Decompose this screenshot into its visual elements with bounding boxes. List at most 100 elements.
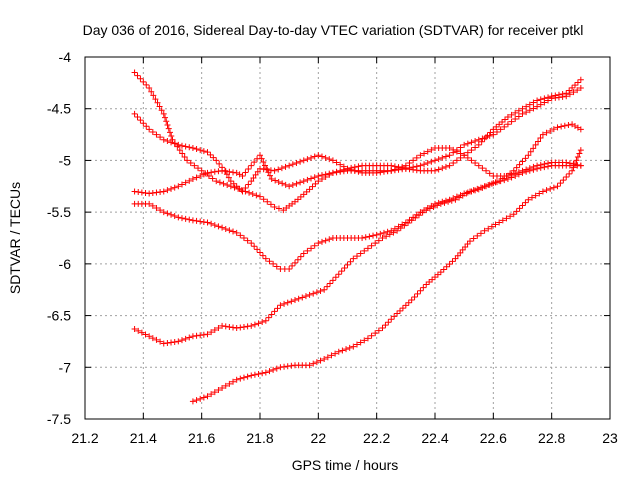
data-point xyxy=(175,338,182,345)
data-point xyxy=(204,331,211,338)
data-point xyxy=(388,167,395,174)
data-point xyxy=(532,141,539,148)
data-point xyxy=(543,187,550,194)
data-point xyxy=(262,162,268,169)
data-point xyxy=(504,176,511,183)
data-point xyxy=(504,113,511,120)
data-point xyxy=(536,190,543,197)
data-point xyxy=(577,147,584,154)
data-point xyxy=(566,91,573,98)
data-point xyxy=(260,196,267,203)
data-point xyxy=(576,150,583,157)
data-point xyxy=(470,187,477,194)
data-point xyxy=(326,170,333,177)
data-point xyxy=(333,159,340,166)
data-point xyxy=(519,158,526,165)
data-point xyxy=(168,185,175,192)
data-point xyxy=(178,181,185,188)
data-point xyxy=(258,155,265,162)
data-point xyxy=(309,183,316,190)
data-point xyxy=(326,156,333,163)
y-tick-label: -5.5 xyxy=(47,204,71,220)
data-point xyxy=(547,127,554,134)
data-point xyxy=(318,153,325,160)
data-point xyxy=(435,166,442,173)
data-point xyxy=(413,163,420,170)
data-point xyxy=(295,295,302,302)
data-point xyxy=(513,164,520,171)
data-point xyxy=(293,160,300,167)
data-point xyxy=(375,327,382,334)
data-point xyxy=(158,107,165,114)
data-point xyxy=(160,340,167,347)
data-point xyxy=(439,154,446,161)
data-point xyxy=(492,179,499,186)
data-point xyxy=(372,330,379,337)
data-point xyxy=(485,225,492,232)
data-point xyxy=(236,185,243,192)
data-point xyxy=(294,256,301,263)
data-point xyxy=(146,200,153,207)
data-point xyxy=(165,125,172,132)
data-point xyxy=(490,131,497,138)
data-point xyxy=(187,160,194,167)
data-point xyxy=(383,233,390,240)
data-point xyxy=(402,302,409,309)
data-point xyxy=(486,132,493,139)
data-point xyxy=(143,81,150,88)
data-point xyxy=(250,175,257,182)
data-point xyxy=(440,266,447,273)
data-point xyxy=(273,263,280,270)
data-point xyxy=(204,169,211,176)
data-point xyxy=(523,103,530,110)
data-point xyxy=(519,105,526,112)
data-point xyxy=(318,238,325,245)
data-point xyxy=(539,131,546,138)
data-point xyxy=(503,215,510,222)
data-point xyxy=(350,255,357,262)
data-point xyxy=(251,321,258,328)
data-point xyxy=(216,160,223,167)
data-point xyxy=(163,118,170,125)
data-point xyxy=(380,229,387,236)
data-point xyxy=(157,188,164,195)
plot-area xyxy=(131,69,584,405)
data-point xyxy=(189,398,196,405)
data-point xyxy=(284,299,291,306)
data-point xyxy=(467,188,473,195)
data-point xyxy=(559,93,566,100)
data-point xyxy=(503,172,510,179)
data-point xyxy=(332,350,339,357)
data-point xyxy=(394,310,401,317)
data-point xyxy=(197,218,204,225)
data-point xyxy=(382,322,389,329)
data-point xyxy=(167,129,173,136)
data-point xyxy=(315,240,322,247)
data-point xyxy=(340,168,347,175)
data-point xyxy=(175,214,182,221)
data-point xyxy=(252,171,259,178)
data-point xyxy=(577,85,584,92)
data-point xyxy=(496,178,503,185)
data-point xyxy=(239,188,246,195)
data-point xyxy=(312,180,319,187)
data-point xyxy=(268,176,275,183)
data-point xyxy=(248,240,255,247)
data-point xyxy=(186,144,193,151)
data-point xyxy=(472,144,479,151)
data-point xyxy=(213,157,220,164)
data-point xyxy=(353,253,360,260)
data-point xyxy=(306,186,313,193)
data-point xyxy=(225,174,232,181)
data-point xyxy=(507,170,514,177)
data-point xyxy=(204,393,211,400)
data-point xyxy=(219,384,226,391)
data-point xyxy=(289,181,296,188)
data-point xyxy=(510,211,517,218)
data-point xyxy=(525,152,532,159)
data-point xyxy=(339,347,346,354)
data-point xyxy=(244,237,251,244)
data-point xyxy=(304,156,311,163)
data-point xyxy=(486,170,493,177)
data-point xyxy=(254,168,261,175)
